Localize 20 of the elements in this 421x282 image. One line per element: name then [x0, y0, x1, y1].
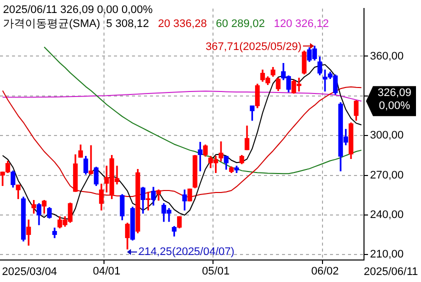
y-tick-label: 240,00: [370, 209, 404, 222]
text: 2025/06/11: [364, 266, 418, 278]
x-tick-label: 05/01: [202, 266, 230, 278]
candlestick: [88, 145, 94, 175]
annotation: 214,25(2025/04/07): [138, 246, 234, 258]
legend-title: 가격이동평균(SMA): [3, 18, 100, 30]
text: 120 326,12: [274, 18, 329, 30]
y-tick-label: 270,00: [370, 169, 404, 182]
x-tick-label: 04/01: [92, 266, 120, 278]
text: 5 308,12: [106, 18, 149, 30]
annotation: 367,71(2025/05/29): [206, 41, 302, 54]
text: 326,09 0,00%: [378, 87, 412, 112]
text: 60 289,02: [216, 18, 265, 30]
text: 2025/03/04: [2, 266, 58, 278]
text: 20 336,28: [158, 18, 207, 30]
y-tick-label: 210,00: [370, 248, 404, 261]
x-tick-label: 06/02: [311, 266, 339, 278]
y-tick-label: 360,00: [370, 50, 404, 62]
y-tick-label: 300,00: [370, 130, 404, 142]
chart-title: 2025/06/11 326,09 0,00 0,00%: [3, 4, 153, 16]
